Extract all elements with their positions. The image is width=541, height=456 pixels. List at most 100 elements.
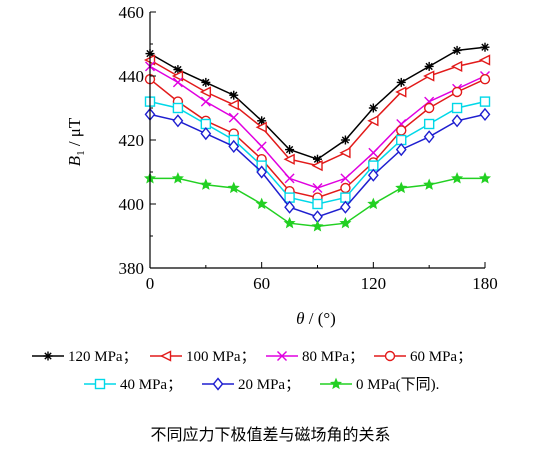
series-line <box>149 46 486 161</box>
legend-item: 20 MPa； <box>202 377 300 393</box>
data-point <box>423 118 435 130</box>
series-40-mpa <box>144 96 491 210</box>
legend-item: 60 MPa； <box>374 349 472 365</box>
series-120-mpa <box>145 42 490 164</box>
legend-label: 0 MPa(下同). <box>356 377 439 393</box>
series-0-mpa- <box>143 172 492 232</box>
legend-item: 100 MPa； <box>150 349 256 365</box>
legend-item: 40 MPa； <box>84 377 182 393</box>
data-point <box>367 197 380 210</box>
y-tick-label: 460 <box>119 3 145 22</box>
data-point <box>284 173 295 184</box>
y-tick-label: 420 <box>119 131 145 150</box>
data-point <box>424 61 434 71</box>
legend-marker <box>329 377 343 390</box>
data-point <box>227 181 240 194</box>
data-point <box>395 86 407 98</box>
y-tick-label: 400 <box>119 195 145 214</box>
data-point <box>311 159 323 172</box>
data-point <box>451 114 463 128</box>
legend-marker <box>384 350 396 362</box>
data-point <box>451 60 463 73</box>
data-point <box>228 112 239 123</box>
data-point <box>367 168 379 182</box>
data-point <box>172 114 184 128</box>
legend-label: 20 MPa； <box>238 377 300 393</box>
y-tick-label: 440 <box>119 67 145 86</box>
legend-label: 100 MPa； <box>186 349 256 365</box>
data-point <box>451 172 464 184</box>
data-point <box>199 178 212 190</box>
legend-marker <box>94 378 106 390</box>
data-point <box>256 141 267 152</box>
data-point <box>396 77 406 87</box>
legend-marker <box>159 350 172 362</box>
series-line <box>149 59 486 167</box>
data-point <box>200 126 212 141</box>
data-point <box>283 153 295 165</box>
data-point <box>340 135 350 145</box>
plot-area <box>143 42 492 232</box>
data-point <box>368 103 378 113</box>
x-tick-label: 120 <box>361 274 387 293</box>
data-point <box>339 147 351 159</box>
data-point <box>451 102 463 114</box>
data-point <box>478 172 492 184</box>
data-point <box>451 86 463 98</box>
data-point <box>312 183 323 193</box>
legend-label: 60 MPa； <box>410 349 472 365</box>
data-point <box>255 197 268 210</box>
data-point <box>423 102 435 114</box>
data-point <box>173 65 183 75</box>
data-point <box>340 173 351 184</box>
data-point <box>171 70 184 82</box>
data-point <box>256 165 268 179</box>
x-tick-label: 180 <box>472 274 498 293</box>
figure-caption: 不同应力下极值差与磁场角的关系 <box>150 425 391 444</box>
data-point <box>313 154 322 164</box>
data-point <box>452 45 462 55</box>
legend-label: 120 MPa； <box>68 349 138 365</box>
x-tick-label: 60 <box>253 274 270 293</box>
data-point <box>257 116 267 126</box>
data-point <box>172 77 183 88</box>
data-point <box>340 200 351 214</box>
data-point <box>396 125 407 136</box>
data-point <box>285 145 295 155</box>
data-point <box>479 107 491 122</box>
data-point <box>423 130 435 144</box>
data-point <box>339 216 352 229</box>
series-80-mpa <box>145 61 490 193</box>
data-point <box>480 42 490 52</box>
legend-marker <box>277 351 287 361</box>
legend-marker <box>212 377 224 391</box>
legend: 120 MPa； 100 MPa； 80 MPa； 60 MPa； 40 MPa； 20 … <box>32 349 472 393</box>
data-point <box>227 99 239 111</box>
data-point <box>283 216 296 229</box>
data-point <box>199 86 212 98</box>
data-point <box>395 142 407 157</box>
axes: B1 / μT θ / (°) 380 400 420 440 460 0 60 120 180 <box>65 3 498 328</box>
legend-item: 80 MPa； <box>266 349 364 365</box>
y-axis-title: B1 / μT <box>65 117 87 166</box>
x-axis-title: θ / (°) <box>296 309 336 328</box>
legend-marker <box>43 351 53 361</box>
chart-figure: B1 / μT θ / (°) 380 400 420 440 460 0 60 120 180… <box>32 3 498 393</box>
legend-label: 80 MPa； <box>302 349 364 365</box>
series-100-mpa <box>143 54 491 172</box>
x-tick-label: 0 <box>146 274 155 293</box>
data-point <box>172 102 184 114</box>
data-point <box>479 96 491 107</box>
data-point <box>312 198 323 210</box>
legend-label: 40 MPa； <box>120 377 182 393</box>
data-point <box>228 139 240 154</box>
data-point <box>367 115 379 127</box>
data-point <box>255 121 267 133</box>
data-point <box>423 178 436 190</box>
data-point <box>423 70 435 82</box>
data-point <box>200 96 211 107</box>
legend-item: 0 MPa(下同). <box>320 377 439 393</box>
data-point <box>479 73 491 85</box>
data-point <box>395 181 408 194</box>
data-point <box>201 77 211 87</box>
